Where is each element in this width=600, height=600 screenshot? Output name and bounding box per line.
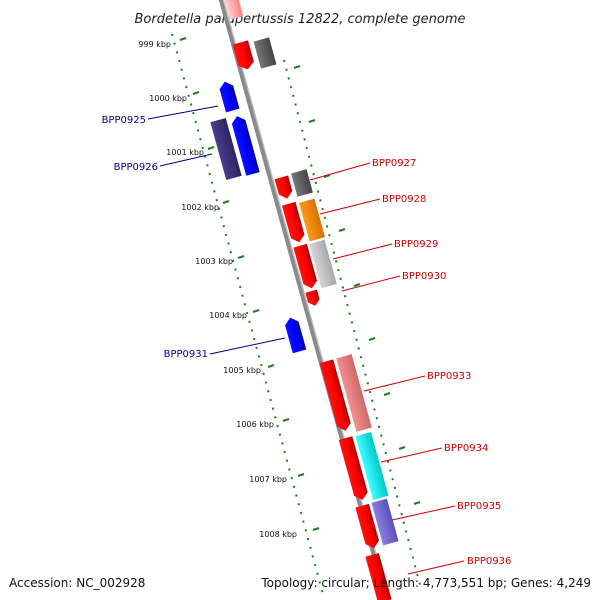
- label-BPP0926[interactable]: BPP0926: [114, 162, 158, 173]
- gene-BPP0927[interactable]: [291, 169, 313, 197]
- gene-labels-reverse: BPP0925 BPP0926 BPP0931: [102, 115, 208, 360]
- tick-label-1008: 1008 kbp: [259, 530, 297, 539]
- genome-backbone: [218, 0, 390, 600]
- gene-BPP0935[interactable]: [371, 498, 399, 546]
- label-BPP0928[interactable]: BPP0928: [382, 194, 426, 205]
- right-tick-track: [283, 59, 421, 586]
- gene-top-partial[interactable]: [223, 0, 244, 20]
- accession-text: Accession: NC_002928: [9, 576, 146, 590]
- gene-BPP0926-partner[interactable]: [210, 117, 242, 181]
- label-BPP0927[interactable]: BPP0927: [372, 158, 416, 169]
- tick-label-1005: 1005 kbp: [223, 366, 261, 375]
- gene-BPP0931[interactable]: [283, 316, 307, 354]
- tick-label-1006: 1006 kbp: [236, 420, 274, 429]
- gene-labels-forward: BPP0927 BPP0928 BPP0929 BPP0930 BPP0933 …: [372, 158, 511, 567]
- gene-BPP0927-red[interactable]: [274, 175, 294, 201]
- gene-BPP0934[interactable]: [355, 432, 389, 500]
- gene-BPP0929[interactable]: [309, 239, 337, 289]
- label-BPP0934[interactable]: BPP0934: [444, 443, 488, 454]
- gene-BPP0928-red[interactable]: [281, 201, 306, 244]
- major-ticks: [179, 37, 421, 531]
- label-BPP0931[interactable]: BPP0931: [164, 349, 208, 360]
- tick-label-1004: 1004 kbp: [209, 311, 247, 320]
- gene-BPP0925[interactable]: [218, 80, 240, 113]
- gene-BPP0926[interactable]: [230, 114, 260, 176]
- label-BPP0936[interactable]: BPP0936: [467, 556, 511, 567]
- gene-BPP0930[interactable]: [305, 289, 321, 308]
- label-BPP0930[interactable]: BPP0930: [402, 271, 446, 282]
- left-tick-track: [171, 33, 325, 599]
- gene-BPP0928[interactable]: [298, 198, 326, 242]
- tick-label-1001: 1001 kbp: [166, 148, 204, 157]
- gene-BPP0934-red[interactable]: [338, 436, 369, 501]
- tick-label-1003: 1003 kbp: [195, 257, 233, 266]
- tick-label-999: 999 kbp: [138, 40, 171, 49]
- gene-BPP0929-red[interactable]: [293, 243, 318, 290]
- tick-label-1002: 1002 kbp: [181, 203, 219, 212]
- label-BPP0925[interactable]: BPP0925: [102, 115, 146, 126]
- gene-forward-top[interactable]: [232, 40, 256, 71]
- label-BPP0935[interactable]: BPP0935: [457, 501, 501, 512]
- genome-backbone-highlight: [222, 0, 390, 600]
- topology-summary: Topology: circular; Length: 4,773,551 bp…: [261, 576, 591, 590]
- leader-lines-reverse: [147, 105, 286, 355]
- tick-label-1000: 1000 kbp: [149, 94, 187, 103]
- gene-BPP0935-red[interactable]: [355, 503, 380, 550]
- gene-BPP0933-red[interactable]: [319, 359, 353, 432]
- label-BPP0929[interactable]: BPP0929: [394, 239, 438, 250]
- map-title: Bordetella parapertussis 12822, complete…: [135, 12, 466, 27]
- tick-label-1007: 1007 kbp: [249, 475, 287, 484]
- gene-BPP0933[interactable]: [336, 354, 372, 432]
- gene-gray-top[interactable]: [253, 37, 277, 69]
- leader-lines-forward: [309, 162, 465, 575]
- gene-BPP0936[interactable]: [365, 553, 392, 600]
- tick-labels: 999 kbp 1000 kbp 1001 kbp 1002 kbp 1003 …: [138, 40, 297, 539]
- label-BPP0933[interactable]: BPP0933: [427, 371, 471, 382]
